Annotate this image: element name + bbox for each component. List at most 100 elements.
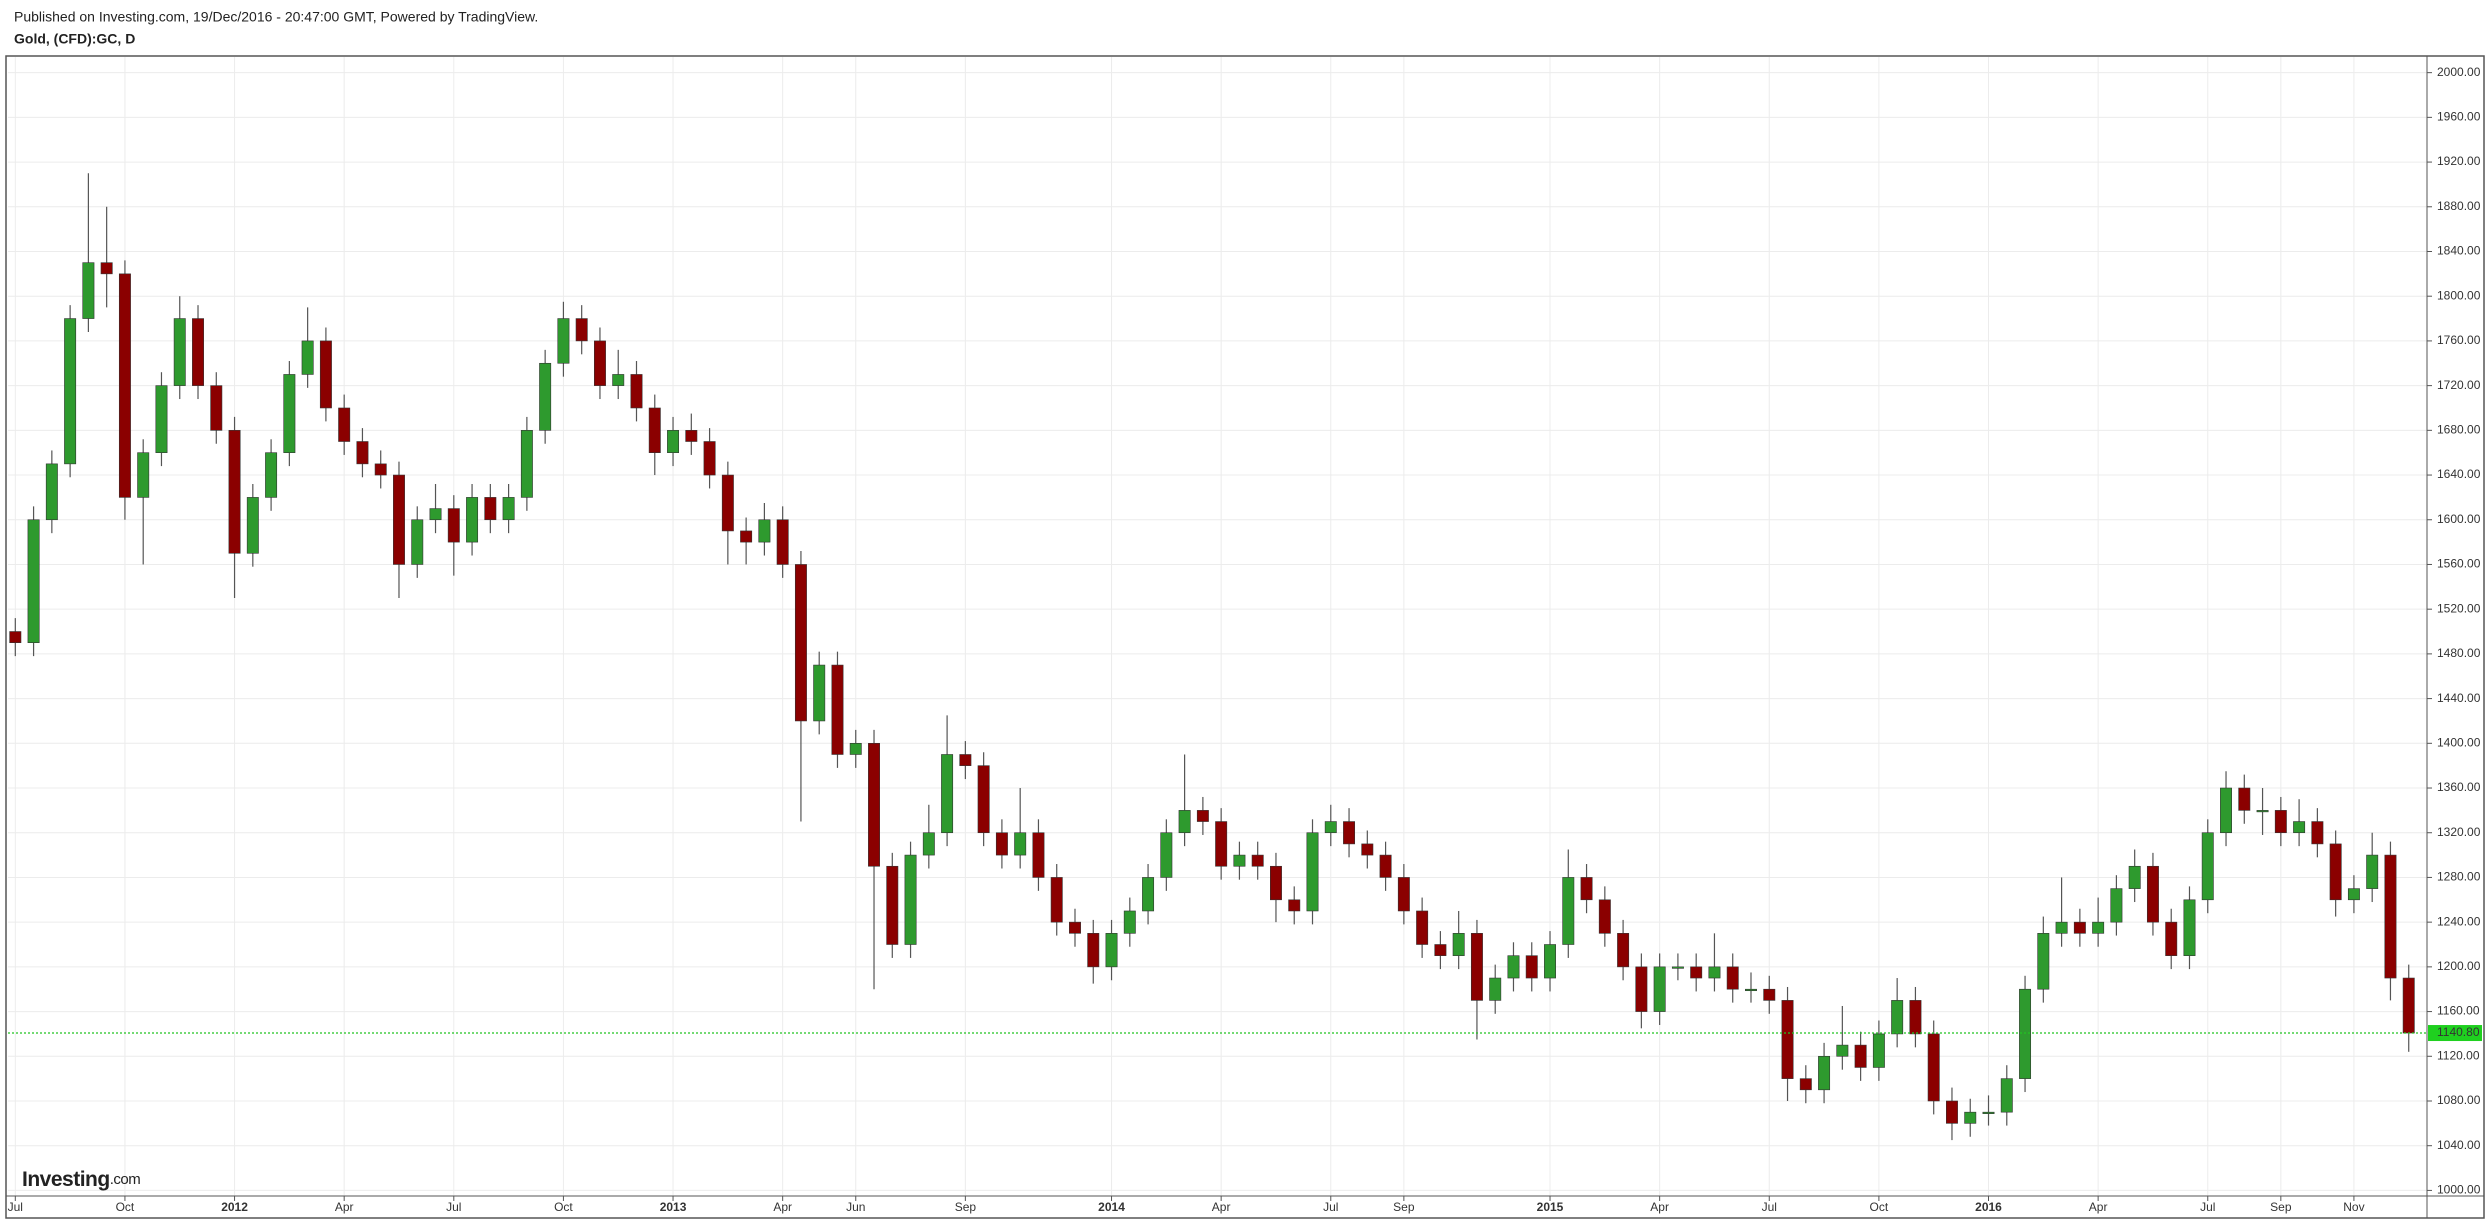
candle-body: [630, 374, 643, 409]
y-tick-label: 1360.00: [2437, 780, 2481, 794]
candle-body: [64, 318, 77, 465]
candle-body: [393, 474, 405, 565]
x-tick-label: 2016: [1975, 1200, 2002, 1214]
candle-body: [429, 508, 442, 521]
candle-body: [2092, 921, 2105, 934]
candle-body: [2220, 787, 2232, 834]
candle-body: [1178, 810, 1191, 834]
candle-body: [2183, 899, 2196, 956]
candle-body: [1854, 1044, 1867, 1068]
y-tick-label: 1440.00: [2437, 691, 2481, 705]
y-tick-label: 1800.00: [2437, 288, 2481, 302]
candle-body: [319, 340, 332, 409]
y-tick-label: 1840.00: [2437, 244, 2481, 258]
candle-body: [886, 865, 899, 945]
y-tick-label: 1120.00: [2437, 1048, 2480, 1062]
candle-body: [1050, 877, 1063, 923]
candle-body: [2329, 843, 2342, 901]
candle-body: [813, 664, 826, 722]
candle-body: [1635, 966, 1648, 1012]
x-tick-label: Oct: [1870, 1200, 1889, 1214]
symbol-title: Gold, (CFD):GC, D: [14, 31, 135, 47]
candle-body: [1416, 910, 1429, 945]
candle-body: [2073, 921, 2086, 934]
y-tick-label: 1320.00: [2437, 825, 2481, 839]
candle-body: [922, 832, 935, 856]
candle-body: [1434, 944, 1447, 956]
candle-body: [1470, 933, 1483, 1001]
candle-body: [1909, 1000, 1922, 1035]
y-tick-label: 1640.00: [2437, 467, 2481, 481]
candle-body: [228, 430, 241, 554]
candle-body: [1142, 877, 1155, 912]
candle-body: [1361, 843, 1374, 856]
candle-body: [1690, 966, 1703, 979]
x-tick-label: 2012: [221, 1200, 248, 1214]
candle-body: [977, 765, 990, 834]
candle-body: [685, 430, 698, 442]
candle-body: [959, 754, 972, 766]
candle-body: [1872, 1033, 1885, 1068]
candle-body: [703, 441, 716, 476]
candle-body: [1982, 1111, 1995, 1114]
candle-body: [2274, 810, 2287, 834]
candle-body: [246, 497, 259, 554]
y-tick-label: 2000.00: [2437, 65, 2481, 79]
x-tick-label: Apr: [1212, 1200, 1231, 1214]
x-tick-label: Jul: [2200, 1200, 2215, 1214]
x-tick-label: Jul: [1323, 1200, 1338, 1214]
candle-body: [173, 318, 186, 386]
candle-body: [1562, 877, 1575, 945]
candle-body: [1708, 966, 1721, 979]
candle-body: [520, 430, 533, 498]
y-tick-label: 1240.00: [2437, 914, 2481, 928]
candle-body: [2000, 1078, 2013, 1113]
candle-body: [1525, 955, 1538, 979]
candle-body: [2347, 888, 2360, 901]
candle-body: [466, 497, 479, 543]
candle-body: [831, 664, 844, 755]
candle-body: [2055, 921, 2068, 934]
candle-body: [411, 519, 424, 565]
candle-body: [2165, 921, 2178, 956]
candle-body: [593, 340, 606, 386]
y-tick-label: 1040.00: [2437, 1138, 2481, 1152]
candle-body: [2128, 865, 2141, 889]
outer-frame: [5, 55, 2485, 1219]
candle-body: [1799, 1078, 1812, 1091]
y-tick-label: 1000.00: [2437, 1183, 2481, 1197]
candle-body: [1270, 865, 1282, 901]
y-tick-label: 1520.00: [2437, 601, 2481, 615]
candle-body: [1215, 821, 1228, 867]
x-tick-label: Sep: [955, 1200, 977, 1214]
y-tick-label: 1480.00: [2437, 646, 2481, 660]
candle-body: [2402, 977, 2415, 1034]
candle-body: [758, 519, 771, 543]
x-tick-label: Jul: [1762, 1200, 1777, 1214]
candle-body: [265, 452, 278, 498]
x-tick-label: Sep: [2270, 1200, 2292, 1214]
y-tick-label: 1880.00: [2437, 199, 2481, 213]
published-note: Published on Investing.com, 19/Dec/2016 …: [14, 9, 538, 25]
x-tick-label: Apr: [335, 1200, 354, 1214]
y-tick-label: 1160.00: [2437, 1004, 2480, 1018]
candle-body: [941, 754, 954, 834]
y-tick-label: 1600.00: [2437, 512, 2481, 526]
candle-body: [776, 519, 789, 565]
candle-body: [1196, 810, 1209, 822]
candle-body: [2238, 787, 2251, 811]
candle-body: [1087, 933, 1100, 968]
x-tick-label: Oct: [116, 1200, 135, 1214]
x-tick-label: Oct: [554, 1200, 573, 1214]
candle-body: [1379, 854, 1392, 878]
candle-body: [1324, 821, 1337, 834]
candle-body: [137, 452, 150, 498]
candle-body: [155, 385, 168, 453]
logo-brand: Investing: [22, 1168, 110, 1191]
candle-body: [2384, 854, 2397, 979]
candle-body: [1014, 832, 1027, 856]
candle-body: [740, 530, 753, 543]
candle-body: [575, 318, 588, 342]
candle-body: [1160, 832, 1173, 878]
